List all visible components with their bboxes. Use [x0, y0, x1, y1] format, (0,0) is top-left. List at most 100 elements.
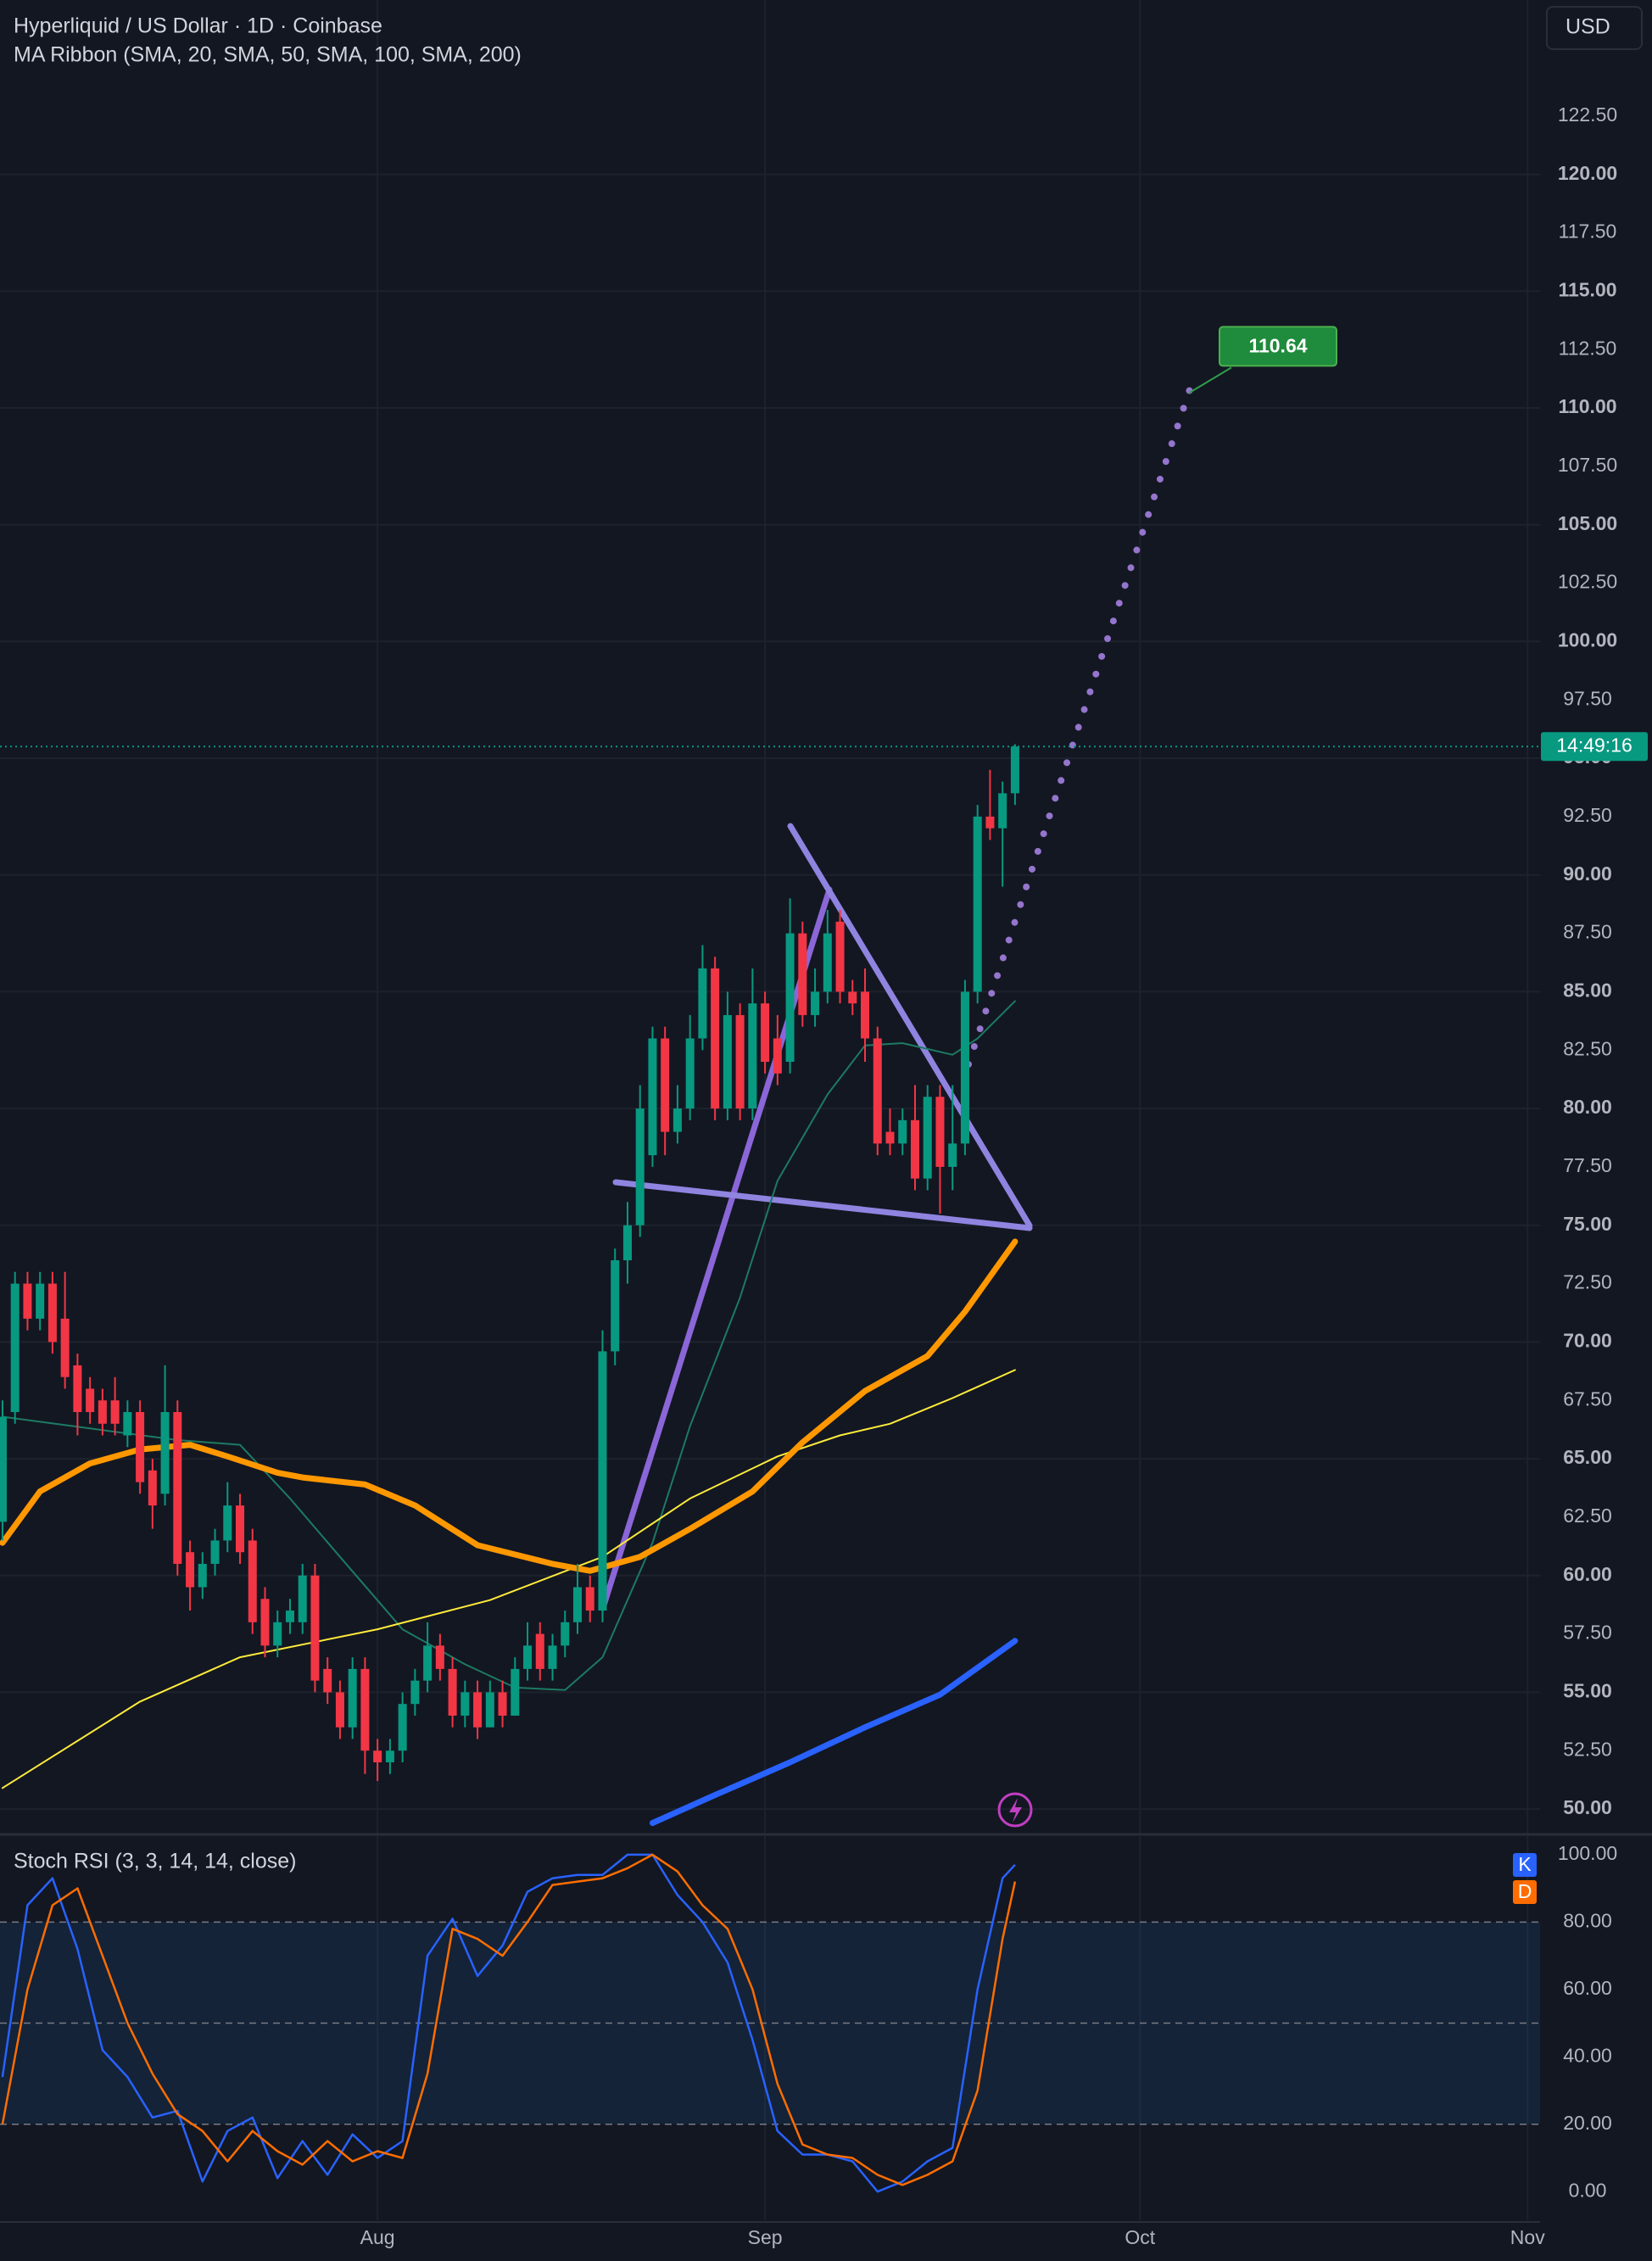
stoch-pane	[0, 1853, 1540, 2193]
candle-body	[998, 793, 1007, 829]
candle-body	[723, 1014, 732, 1109]
y-tick-label: 60.00	[1563, 1977, 1612, 1999]
candle-body	[960, 991, 969, 1144]
y-tick-label: 115.00	[1558, 278, 1616, 300]
candle-body	[498, 1692, 507, 1716]
candle-body	[511, 1668, 520, 1716]
moving-average-line	[649, 1638, 1019, 1827]
candle-body	[410, 1680, 420, 1705]
candle-body	[898, 1119, 907, 1144]
y-tick-label: 100.00	[1558, 1842, 1617, 1864]
y-tick-label: 40.00	[1563, 2044, 1612, 2066]
candle-body	[661, 1038, 670, 1132]
labels: Hyperliquid / US Dollar · 1D · Coinbase …	[0, 6, 1652, 2248]
y-tick-label: 107.50	[1558, 454, 1617, 476]
candle-body	[973, 816, 982, 992]
candle-body	[186, 1552, 195, 1588]
candle-body	[598, 1351, 607, 1611]
candle-body	[985, 816, 995, 829]
candle-body	[335, 1692, 344, 1728]
candle-body	[561, 1622, 570, 1646]
candle-body	[785, 933, 795, 1062]
y-tick-label: 110.00	[1558, 395, 1616, 417]
candle-body	[260, 1599, 270, 1646]
candle-body	[535, 1633, 544, 1669]
legend-label: K	[1518, 1853, 1532, 1875]
candle-body	[773, 1038, 782, 1074]
y-tick-label: 57.50	[1563, 1622, 1612, 1644]
currency-label[interactable]: USD	[1565, 15, 1610, 39]
y-tick-label: 100.00	[1558, 628, 1617, 650]
candle-body	[748, 1003, 757, 1109]
y-tick-label: 102.50	[1558, 571, 1617, 593]
y-tick-label: 82.50	[1563, 1037, 1612, 1059]
x-tick-label: Nov	[1510, 2226, 1545, 2248]
candle-body	[835, 921, 845, 992]
indicator-line	[1, 1853, 1017, 2186]
candle-body	[885, 1131, 895, 1144]
y-tick-label: 60.00	[1563, 1563, 1612, 1585]
candle-body	[735, 1014, 745, 1109]
moving-average-line	[1, 1369, 1016, 1789]
candle-body	[485, 1692, 494, 1728]
candle-body	[298, 1575, 307, 1622]
annotation-label: 110.64	[1248, 334, 1307, 356]
x-tick-label: Oct	[1125, 2226, 1155, 2248]
y-tick-label: 65.00	[1563, 1446, 1612, 1468]
candle-body	[572, 1587, 583, 1622]
y-tick-label: 67.50	[1563, 1387, 1612, 1410]
indicator-title: Stoch RSI (3, 3, 14, 14, close)	[14, 1850, 297, 1873]
candle-body	[310, 1575, 320, 1681]
candle-body	[635, 1108, 645, 1225]
y-tick-label: 120.00	[1558, 162, 1617, 184]
countdown-badge	[1541, 732, 1648, 762]
y-tick-label: 87.50	[1563, 921, 1612, 943]
y-tick-label: 20.00	[1563, 2112, 1612, 2134]
candle-body	[611, 1260, 620, 1352]
legend-badge	[1513, 1880, 1537, 1904]
currency-button[interactable]	[1546, 6, 1643, 50]
candle-body	[585, 1587, 594, 1611]
symbol-title: Hyperliquid / US Dollar · 1D · Coinbase	[14, 14, 382, 38]
candle-body	[435, 1645, 444, 1669]
grid	[0, 0, 1540, 2220]
candle-body	[86, 1388, 95, 1413]
candle-body	[448, 1668, 457, 1716]
indicator-line	[1, 1853, 1016, 2193]
legend-badge	[1513, 1853, 1537, 1877]
y-tick-label: 70.00	[1563, 1329, 1612, 1351]
moving-average-line	[1, 1000, 1016, 1691]
y-tick-label: 92.50	[1563, 804, 1612, 826]
candle-body	[698, 968, 707, 1039]
candle-body	[861, 991, 870, 1039]
x-tick-label: Sep	[748, 2226, 783, 2248]
y-tick-label: 72.50	[1563, 1271, 1612, 1293]
candle-body	[923, 1097, 932, 1179]
candle-body	[273, 1622, 282, 1646]
candle-body	[285, 1611, 294, 1622]
alert-icon	[997, 1792, 1033, 1828]
candle-body	[848, 991, 857, 1004]
candle-body	[398, 1704, 407, 1751]
legend-label: D	[1518, 1880, 1532, 1902]
y-tick-label: 105.00	[1558, 512, 1617, 534]
alert-icon-bolt	[1009, 1798, 1022, 1823]
candle-body	[110, 1400, 120, 1424]
y-tick-label: 90.00	[1563, 863, 1612, 885]
candle-body	[47, 1283, 57, 1343]
candle-body	[173, 1412, 182, 1564]
candle-body	[36, 1283, 45, 1319]
candle-body	[423, 1645, 433, 1681]
candle-body	[323, 1668, 332, 1693]
candle-body	[236, 1505, 245, 1553]
y-tick-label: 85.00	[1563, 979, 1612, 1001]
candle-body	[123, 1412, 132, 1436]
candle-body	[23, 1283, 32, 1319]
y-tick-label: 112.50	[1559, 337, 1617, 359]
candle-body	[148, 1470, 157, 1506]
candle-body	[1010, 746, 1019, 794]
candle-body	[360, 1668, 370, 1751]
moving-average-line	[0, 1238, 1019, 1574]
